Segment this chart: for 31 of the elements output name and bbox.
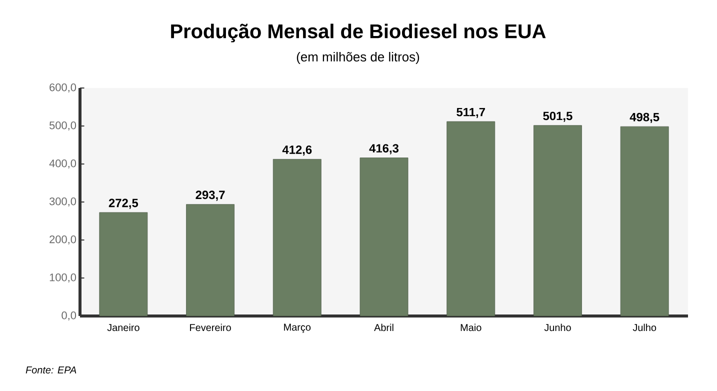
x-tick-label: Março [284, 324, 311, 333]
data-label: 272,5 [108, 198, 138, 209]
bar [99, 212, 148, 316]
x-tick-label: Maio [460, 324, 482, 332]
bar [360, 158, 408, 316]
bar [534, 125, 582, 316]
y-tick-label: 600,0 [50, 83, 76, 93]
data-label: 511,7 [456, 108, 485, 118]
data-label: 412,6 [282, 145, 312, 156]
data-label: 293,7 [196, 190, 225, 201]
data-label: 416,3 [369, 144, 399, 154]
chart-title: Produção Mensal de Biodiesel nos EUA [171, 24, 546, 42]
x-tick-label: Fevereiro [190, 324, 231, 332]
x-tick-label: Julho [632, 324, 656, 332]
y-tick-label: 0,0 [62, 311, 76, 321]
data-label: 498,5 [630, 112, 660, 124]
bar [272, 159, 322, 316]
x-tick-label: Abril [374, 324, 394, 332]
bar [186, 204, 234, 316]
source-note: Fonte: EPA [26, 366, 76, 374]
y-tick-label: 300,0 [49, 197, 76, 207]
y-tick-label: 400,0 [49, 159, 76, 169]
y-tick-label: 200,0 [50, 235, 76, 245]
chart-subtitle: (em milhões de litros) [296, 52, 420, 64]
y-tick-label: 100,0 [50, 273, 76, 283]
y-tick-label: 500,0 [50, 121, 76, 131]
x-tick-label: Junho [544, 324, 571, 332]
data-label: 501,5 [543, 112, 572, 122]
x-tick-label: Janeiro [107, 324, 140, 332]
bar [446, 121, 496, 316]
bar [620, 126, 669, 316]
